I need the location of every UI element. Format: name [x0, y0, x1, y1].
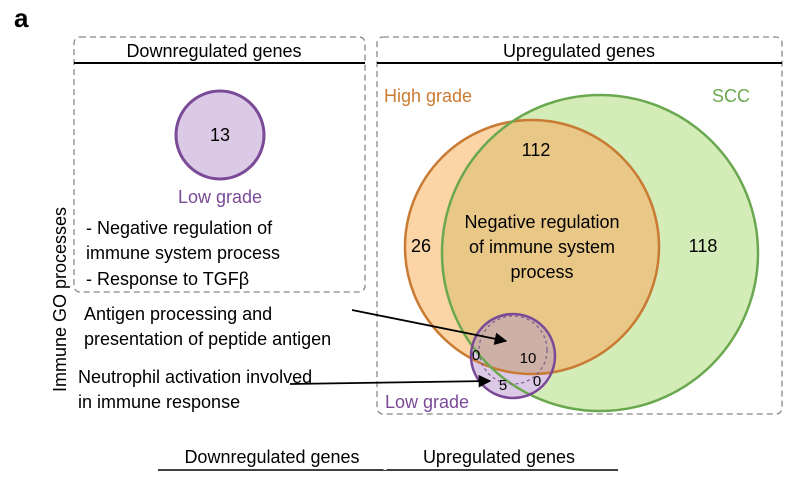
panel-label: a: [14, 3, 29, 33]
upregulated-box: Upregulated genes High grade SCC Low gra…: [376, 36, 783, 415]
antigen-arrow: [351, 309, 508, 345]
low-scc-count: 0: [533, 373, 541, 390]
neutrophil-annotation-line-2: in immune response: [78, 392, 240, 412]
neutrophil-arrow: [289, 374, 492, 388]
low-all-count: 10: [520, 350, 537, 367]
bottom-label-down: Downregulated genes: [184, 447, 359, 467]
antigen-annotation-line-2: presentation of peptide antigen: [84, 329, 331, 349]
down-process-line-3: - Response to TGFβ: [86, 269, 249, 289]
downregulated-box: Downregulated genes 13 Low grade - Negat…: [73, 36, 366, 293]
high-grade-label: High grade: [384, 86, 472, 106]
low-grade-down-count: 13: [210, 125, 230, 145]
overlap-process-line-3: process: [510, 262, 573, 282]
high-scc-count: 112: [522, 140, 551, 160]
low-only-count: 5: [499, 377, 507, 394]
upregulated-box-border: [376, 36, 783, 415]
low-grade-inner-dashed: [478, 315, 548, 385]
upregulated-title: Upregulated genes: [503, 41, 655, 61]
overlap-process-line-2: of immune system: [469, 237, 615, 257]
neutrophil-annotation-line-1: Neutrophil activation involved: [78, 367, 312, 387]
high-grade-circle: [403, 118, 661, 376]
downregulated-box-border: [73, 36, 366, 293]
scc-label: SCC: [712, 86, 750, 106]
y-axis-label: Immune GO processes: [50, 207, 70, 392]
down-process-line-2: immune system process: [86, 243, 280, 263]
scc-only-count: 118: [689, 236, 718, 256]
low-high-overlap-fill: [471, 314, 555, 374]
overlap-process-line-1: Negative regulation: [464, 212, 619, 232]
bottom-label-up: Upregulated genes: [423, 447, 575, 467]
low-high-count: 0: [472, 347, 480, 364]
down-process-line-1: - Negative regulation of: [86, 218, 273, 238]
low-grade-up-label: Low grade: [385, 392, 469, 412]
low-grade-up-circle: [469, 312, 557, 400]
scc-circle: [440, 93, 760, 413]
downregulated-title: Downregulated genes: [126, 41, 301, 61]
high-only-count: 26: [411, 236, 431, 256]
antigen-annotation-line-1: Antigen processing and: [84, 304, 272, 324]
low-grade-down-circle: [174, 89, 266, 181]
low-grade-down-label: Low grade: [178, 187, 262, 207]
